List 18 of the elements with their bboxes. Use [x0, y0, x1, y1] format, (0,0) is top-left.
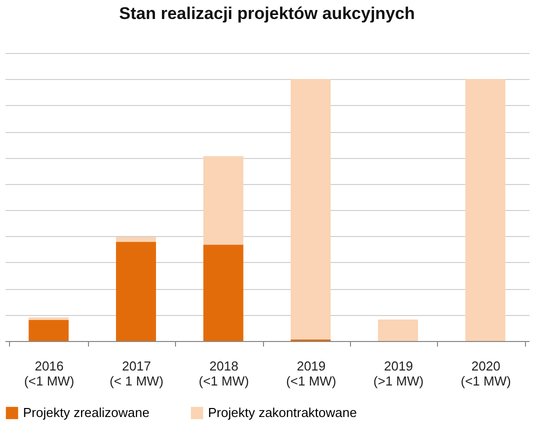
legend-label: Projekty zrealizowane	[23, 405, 150, 420]
x-tick-label: 2018 (<1 MW)	[198, 358, 249, 388]
bar	[116, 242, 156, 341]
bar	[378, 320, 418, 341]
bar	[290, 79, 331, 340]
x-tick-label: 2019 (>1 MW)	[373, 358, 424, 388]
bar	[203, 244, 244, 341]
x-tick-label: 2017 (< 1 MW)	[110, 358, 164, 388]
bar	[116, 237, 156, 242]
bar	[28, 317, 69, 320]
legend-label: Projekty zakontraktowane	[208, 405, 357, 420]
x-tick-label: 2020 (<1 MW)	[460, 358, 511, 388]
bar	[28, 320, 69, 341]
chart-title: Stan realizacji projektów aukcyjnych	[119, 4, 415, 23]
bar	[465, 79, 506, 341]
x-tick-label: 2016 (<1 MW)	[24, 358, 74, 388]
x-tick-label: 2019 (<1 MW)	[286, 358, 336, 388]
bar	[203, 156, 244, 245]
